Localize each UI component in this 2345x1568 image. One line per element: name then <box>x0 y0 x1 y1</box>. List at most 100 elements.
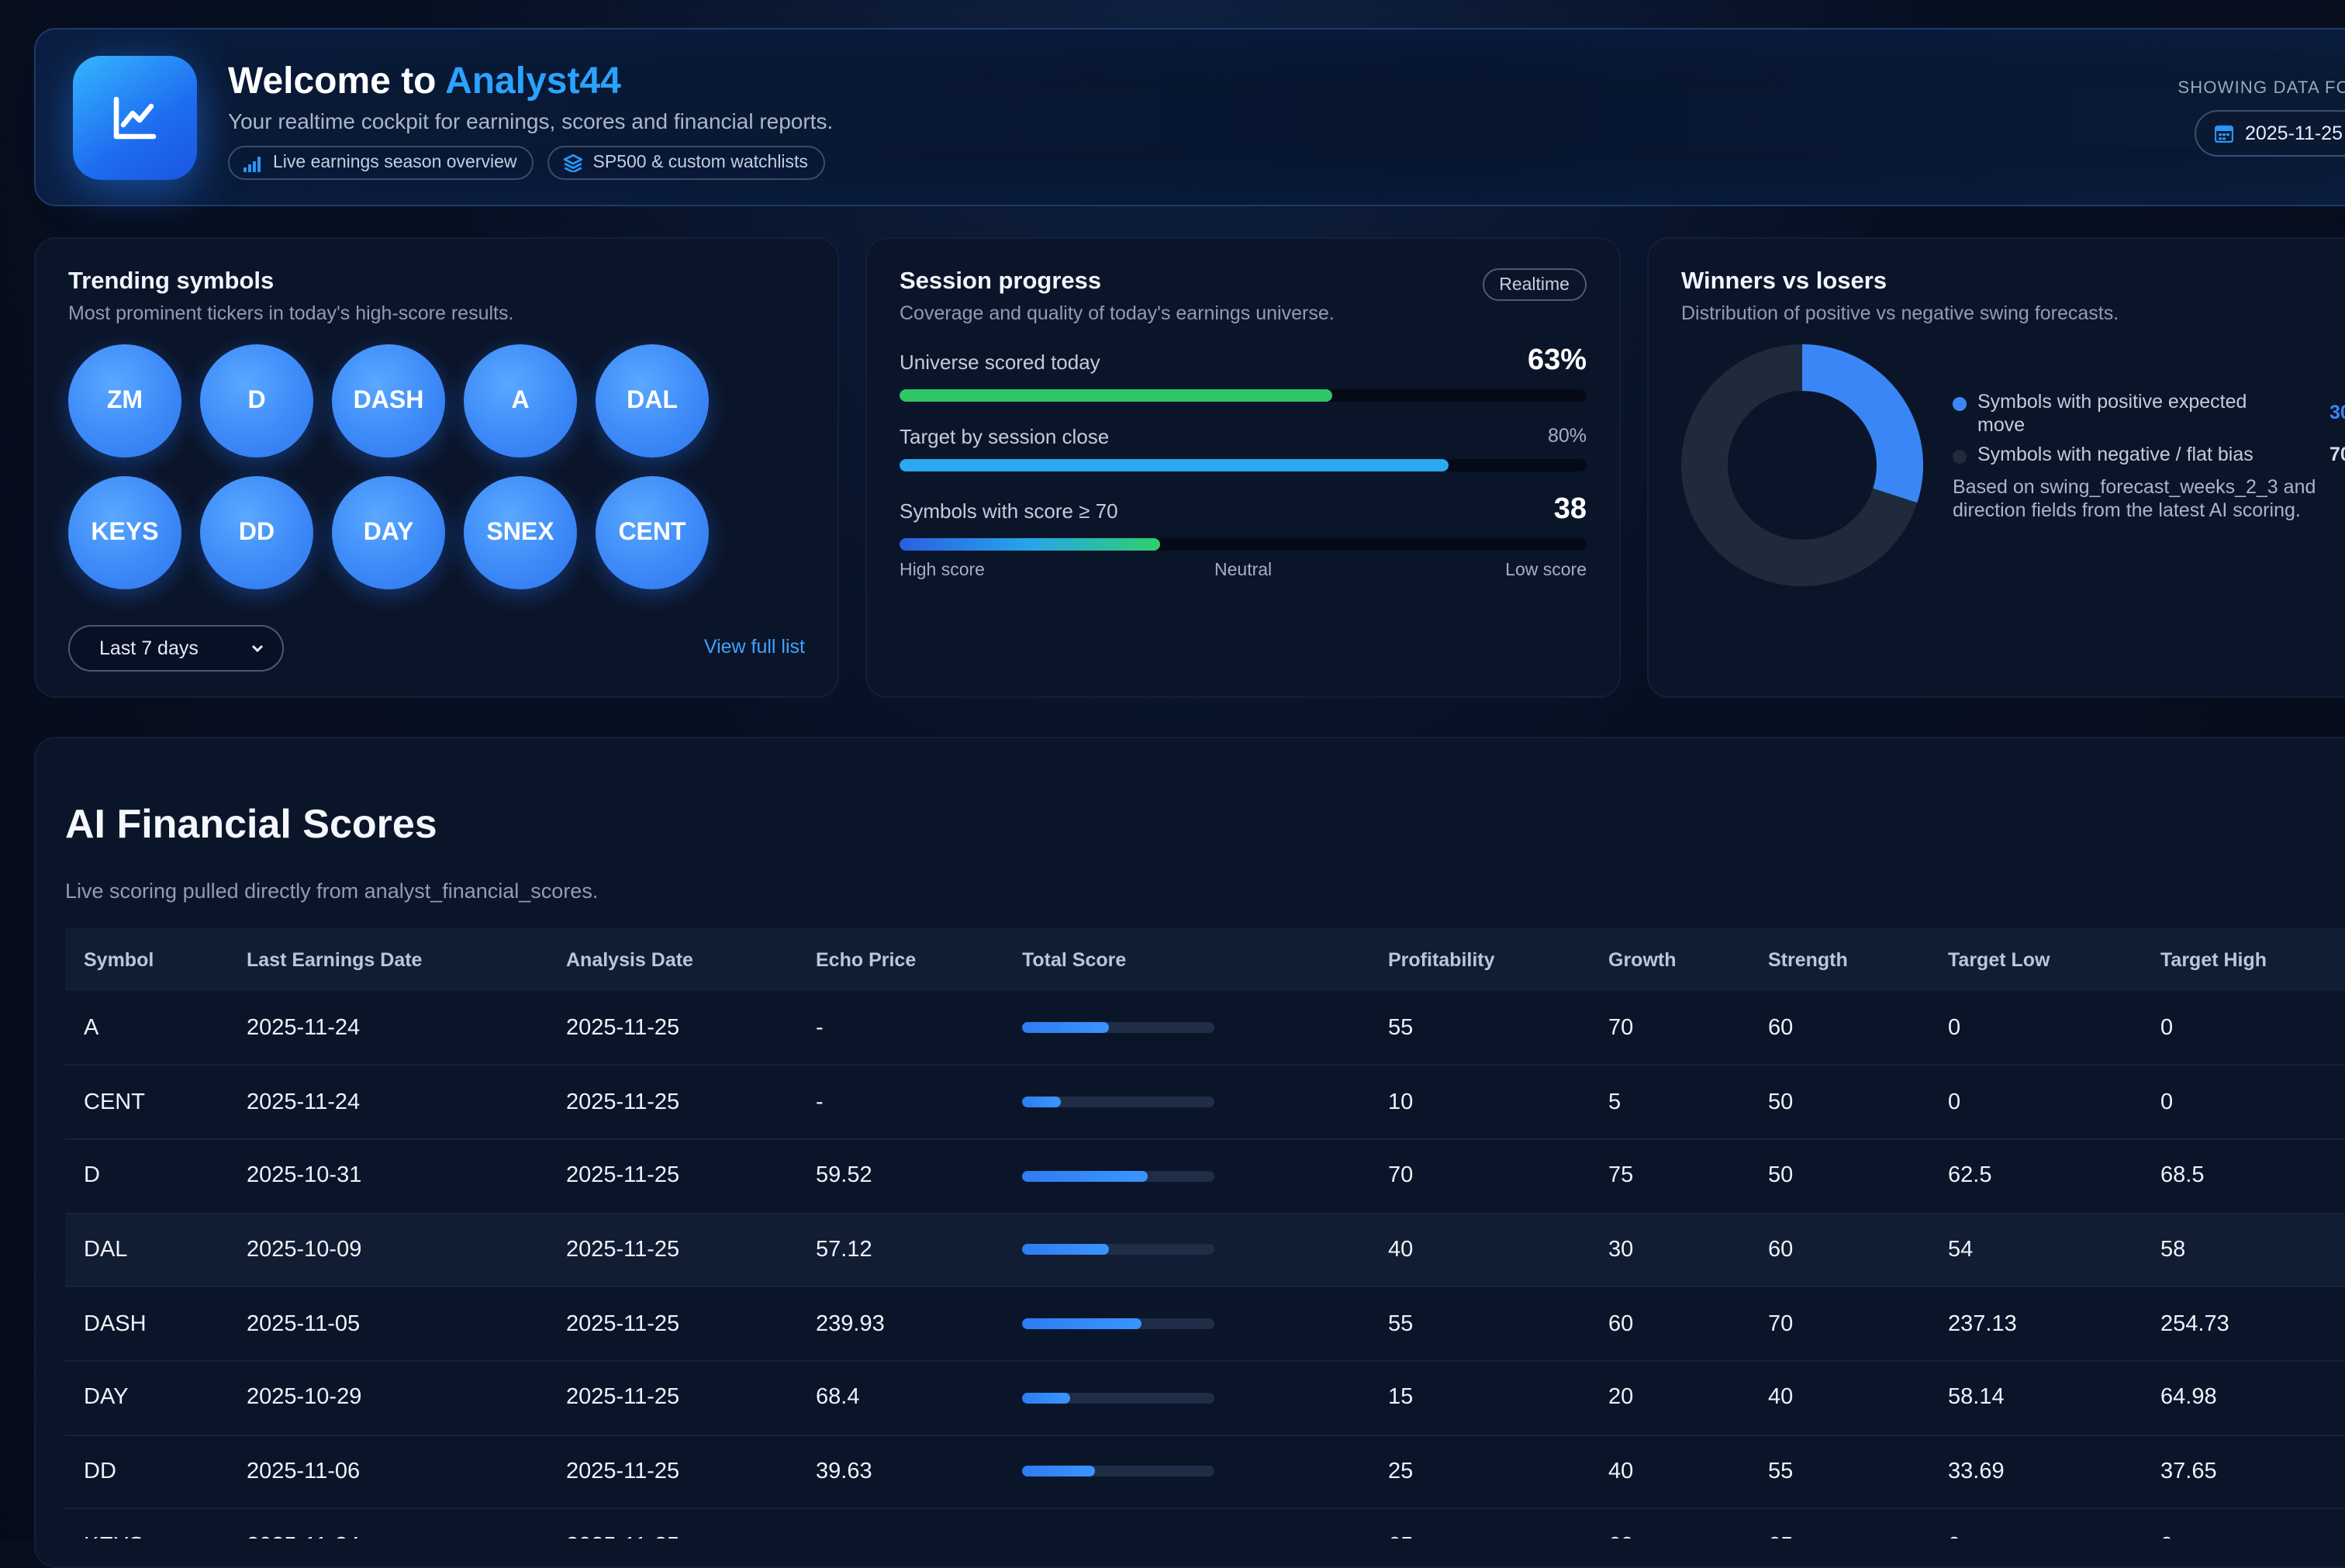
target-value: 80% <box>1547 425 1587 447</box>
total-score-bar <box>1022 1466 1214 1477</box>
legend-dot-positive <box>1953 397 1967 411</box>
cell-growth: 75 <box>1590 1138 1749 1214</box>
trending-symbol-dal[interactable]: DAL <box>596 344 709 458</box>
column-header[interactable]: Target Low <box>1948 948 2050 970</box>
total-score-cell <box>1003 1360 1369 1436</box>
showing-data-label: SHOWING DATA FOR <box>2178 79 2345 98</box>
score-progress-bar <box>900 538 1587 551</box>
trending-symbol-day[interactable]: DAY <box>332 476 445 589</box>
cell-last-earnings: 2025-10-09 <box>228 1213 547 1288</box>
date-value: 2025-11-25 <box>2244 123 2343 144</box>
table-row[interactable]: DD 2025-11-06 2025-11-25 39.63 25 40 55 33.69 37… <box>65 1435 2345 1510</box>
total-score-fill <box>1022 1170 1148 1182</box>
score-progress-fill <box>900 538 1161 551</box>
total-score-fill <box>1022 1022 1109 1034</box>
cell-target-low: 33.69 <box>1929 1435 2142 1510</box>
column-header[interactable]: Target High <box>2160 948 2267 970</box>
cell-strength: 55 <box>1749 1435 1929 1510</box>
trending-symbol-zm[interactable]: ZM <box>68 344 181 458</box>
cell-profitability: 70 <box>1369 1138 1590 1214</box>
feature-pills: Live earnings season overview SP500 & cu… <box>228 146 825 180</box>
legend-dot-negative <box>1953 450 1967 464</box>
universe-progress-fill <box>900 389 1333 402</box>
winners-losers-card: Winners vs losers Distribution of positi… <box>1647 237 2345 698</box>
cell-growth: 40 <box>1590 1435 1749 1510</box>
cell-target-low: 0 <box>1929 991 2142 1066</box>
trending-symbol-d[interactable]: D <box>200 344 313 458</box>
column-header[interactable]: Analysis Date <box>566 948 693 970</box>
score-label: Symbols with score ≥ 70 <box>900 499 1118 523</box>
layers-icon <box>564 154 583 172</box>
universe-value: 63% <box>1527 344 1587 377</box>
cell-profitability: 25 <box>1369 1435 1590 1510</box>
cell-growth: 60 <box>1590 1508 1749 1539</box>
universe-label: Universe scored today <box>900 351 1100 374</box>
cell-target-high: 0 <box>2142 1508 2345 1539</box>
total-score-bar <box>1022 1244 1214 1255</box>
scores-table-container[interactable]: Symbol Last Earnings Date Analysis Date Ech… <box>65 927 2345 1539</box>
table-row[interactable]: DAY 2025-10-29 2025-11-25 68.4 15 20 40 58.14 64… <box>65 1360 2345 1436</box>
table-row[interactable]: A 2025-11-24 2025-11-25-55 70 60 0 0 <box>65 991 2345 1066</box>
trending-symbol-cent[interactable]: CENT <box>596 476 709 589</box>
cell-last-earnings: 2025-11-24 <box>228 1508 547 1539</box>
cell-price: 39.63 <box>797 1435 1003 1510</box>
legend-negative: Symbols with negative / flat bias <box>1953 444 2295 467</box>
cell-strength: 60 <box>1749 1213 1929 1288</box>
table-row[interactable]: D 2025-10-31 2025-11-25 59.52 70 75 50 62.5 68.5 <box>65 1138 2345 1214</box>
app-logo <box>73 56 197 180</box>
column-header[interactable]: Symbol <box>84 948 154 970</box>
card-subtitle: Coverage and quality of today's earnings… <box>900 302 1335 324</box>
column-header[interactable]: Total Score <box>1022 948 1127 970</box>
score-value: 38 <box>1553 493 1587 526</box>
cell-analysis: 2025-11-25 <box>547 1508 797 1539</box>
cell-symbol: CENT <box>65 1065 228 1140</box>
range-value: Last 7 days <box>99 637 199 659</box>
cell-target-high: 68.5 <box>2142 1138 2345 1214</box>
cell-analysis: 2025-11-25 <box>547 991 797 1066</box>
table-row[interactable]: CENT 2025-11-24 2025-11-25-10 5 50 0 0 <box>65 1065 2345 1140</box>
scale-neutral-label: Neutral <box>1214 561 1273 580</box>
total-score-cell <box>1003 1065 1369 1140</box>
card-title: Session progress <box>900 268 1102 295</box>
table-row[interactable]: DASH 2025-11-05 2025-11-25 239.93 55 60 70 237.… <box>65 1287 2345 1362</box>
cell-target-low: 237.13 <box>1929 1287 2142 1362</box>
calendar-icon <box>2215 125 2234 143</box>
trending-symbol-a[interactable]: A <box>464 344 577 458</box>
trending-symbol-snex[interactable]: SNEX <box>464 476 577 589</box>
cell-price: 68.4 <box>797 1360 1003 1436</box>
total-score-fill <box>1022 1097 1061 1108</box>
cell-last-earnings: 2025-11-24 <box>228 1065 547 1140</box>
cell-growth: 30 <box>1590 1213 1749 1288</box>
cell-target-low: 54 <box>1929 1213 2142 1288</box>
card-title: Trending symbols <box>68 268 275 295</box>
cell-last-earnings: 2025-11-05 <box>228 1287 547 1362</box>
column-header[interactable]: Profitability <box>1388 948 1495 970</box>
scores-table: Symbol Last Earnings Date Analysis Date Ech… <box>65 927 2345 1539</box>
date-picker-button[interactable]: 2025-11-25 <box>2195 110 2345 157</box>
table-row[interactable]: DAL 2025-10-09 2025-11-25 57.12 40 30 60 54 58 <box>65 1213 2345 1288</box>
cell-target-high: 37.65 <box>2142 1435 2345 1510</box>
total-score-cell <box>1003 1508 1369 1539</box>
column-header[interactable]: Echo Price <box>816 948 917 970</box>
target-label: Target by session close <box>900 425 1110 448</box>
cell-growth: 20 <box>1590 1360 1749 1436</box>
cell-profitability: 15 <box>1369 1360 1590 1436</box>
total-score-fill <box>1022 1392 1070 1404</box>
column-header[interactable]: Growth <box>1608 948 1677 970</box>
cell-target-low: 62.5 <box>1929 1138 2142 1214</box>
cell-strength: 65 <box>1749 1508 1929 1539</box>
trending-symbol-dd[interactable]: DD <box>200 476 313 589</box>
column-header[interactable]: Strength <box>1768 948 1848 970</box>
view-full-list-link[interactable]: View full list <box>703 636 805 658</box>
trending-symbols-card: Trending symbols Most prominent tickers … <box>34 237 839 698</box>
cell-strength: 60 <box>1749 991 1929 1066</box>
column-header[interactable]: Last Earnings Date <box>247 948 423 970</box>
trending-symbol-keys[interactable]: KEYS <box>68 476 181 589</box>
card-subtitle: Most prominent tickers in today's high-s… <box>68 302 514 324</box>
total-score-bar <box>1022 1170 1214 1182</box>
range-select[interactable]: Last 7 days <box>68 625 284 672</box>
cell-target-low: 58.14 <box>1929 1360 2142 1436</box>
scores-subtitle: Live scoring pulled directly from analys… <box>65 879 599 903</box>
trending-symbol-dash[interactable]: DASH <box>332 344 445 458</box>
